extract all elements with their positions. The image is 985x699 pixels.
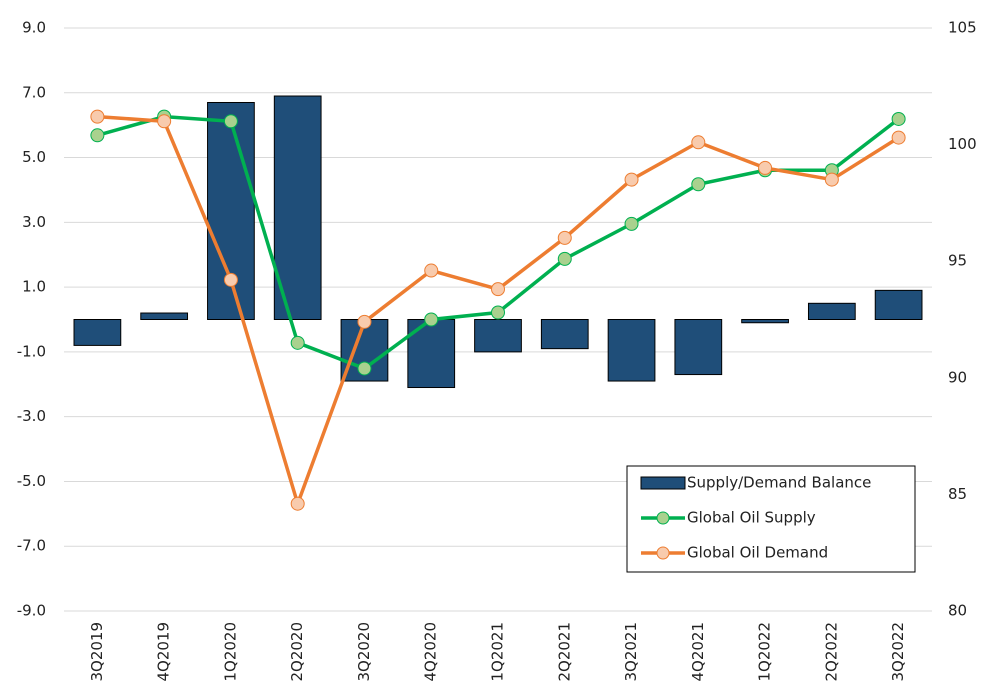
y-tick-label: 5.0: [22, 148, 46, 166]
x-tick-label: 3Q2019: [88, 622, 106, 682]
y2-tick-label: 105: [948, 19, 977, 37]
x-tick-label: 3Q2021: [622, 622, 640, 682]
marker: [491, 305, 505, 320]
y2-tick-label: 85: [948, 485, 967, 503]
marker: [557, 230, 572, 245]
legend-swatch: [656, 511, 670, 525]
x-tick-label: 2Q2020: [288, 622, 306, 682]
y-tick-label: -5.0: [17, 472, 46, 490]
marker: [223, 114, 238, 129]
y2-tick-label: 95: [948, 252, 967, 270]
bar: [73, 319, 122, 346]
legend-swatch: [656, 546, 670, 560]
x-tick-label: 3Q2020: [355, 622, 373, 682]
x-tick-label: 4Q2019: [155, 622, 173, 682]
y2-tick-label: 100: [948, 135, 977, 153]
x-tick-label: 1Q2021: [489, 622, 507, 682]
x-tick-label: 1Q2022: [756, 622, 774, 682]
marker: [223, 272, 238, 287]
marker: [424, 312, 439, 327]
bar: [540, 319, 589, 350]
legend-label: Global Oil Supply: [687, 509, 816, 527]
x-tick-label: 4Q2021: [689, 622, 707, 682]
marker: [624, 216, 639, 231]
y2-tick-label: 90: [948, 368, 967, 386]
y-tick-label: -3.0: [17, 407, 46, 425]
x-tick-label: 2Q2021: [555, 622, 573, 682]
y-tick-label: 3.0: [22, 213, 46, 231]
x-tick-label: 2Q2022: [822, 622, 840, 682]
marker: [891, 130, 906, 145]
marker: [290, 496, 305, 511]
legend-swatch: [640, 476, 686, 490]
bar: [207, 101, 255, 320]
bar: [874, 289, 923, 321]
y-tick-label: 9.0: [22, 19, 46, 37]
marker: [90, 109, 105, 124]
marker: [691, 135, 706, 150]
marker: [557, 251, 572, 266]
marker: [491, 282, 505, 297]
legend-label: Supply/Demand Balance: [687, 474, 871, 492]
marker: [290, 335, 305, 350]
y-tick-label: 7.0: [22, 83, 46, 101]
x-tick-label: 3Q2022: [889, 622, 907, 682]
marker: [891, 111, 906, 126]
y-tick-label: 1.0: [22, 278, 46, 296]
marker: [357, 361, 372, 376]
marker: [624, 172, 639, 187]
bar: [807, 302, 856, 320]
bar: [741, 319, 789, 324]
legend-label: Global Oil Demand: [687, 544, 828, 562]
bar: [140, 312, 189, 320]
bar: [273, 95, 322, 321]
marker: [824, 172, 839, 187]
marker: [357, 314, 372, 329]
y-tick-label: -7.0: [17, 537, 46, 555]
x-tick-label: 4Q2020: [422, 622, 440, 682]
y-tick-label: -1.0: [17, 342, 46, 360]
marker: [90, 128, 105, 143]
x-tick-label: 1Q2020: [221, 622, 239, 682]
marker: [691, 177, 706, 192]
y-tick-label: -9.0: [17, 602, 46, 620]
bar: [474, 319, 522, 353]
bar: [674, 319, 723, 376]
bar: [607, 319, 656, 382]
marker: [157, 114, 172, 129]
y2-tick-label: 80: [948, 602, 967, 620]
marker: [424, 263, 439, 278]
marker: [758, 160, 773, 175]
